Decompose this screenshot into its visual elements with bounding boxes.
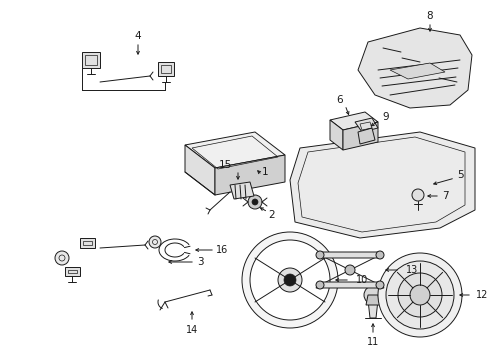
Circle shape (377, 253, 461, 337)
Circle shape (315, 251, 324, 259)
Polygon shape (315, 282, 383, 288)
Text: 16: 16 (215, 245, 228, 255)
Text: 3: 3 (196, 257, 203, 267)
Text: 10: 10 (355, 275, 367, 285)
Polygon shape (357, 28, 471, 108)
Polygon shape (158, 62, 174, 76)
Circle shape (247, 195, 262, 209)
Polygon shape (229, 182, 253, 199)
Text: 1: 1 (261, 167, 268, 177)
Circle shape (315, 281, 324, 289)
Polygon shape (289, 132, 474, 238)
Polygon shape (184, 132, 285, 168)
Circle shape (375, 251, 383, 259)
Text: 12: 12 (475, 290, 487, 300)
Circle shape (411, 189, 423, 201)
Polygon shape (80, 238, 95, 248)
Polygon shape (329, 112, 377, 130)
Circle shape (284, 274, 295, 286)
Circle shape (251, 199, 258, 205)
Circle shape (278, 268, 302, 292)
Polygon shape (184, 145, 215, 195)
Circle shape (149, 236, 161, 248)
Polygon shape (365, 295, 379, 305)
Text: 2: 2 (268, 210, 275, 220)
Text: 11: 11 (366, 337, 378, 347)
Circle shape (249, 240, 329, 320)
Text: 4: 4 (134, 31, 141, 41)
Polygon shape (329, 120, 342, 150)
Circle shape (397, 273, 441, 317)
Text: 15: 15 (218, 160, 231, 170)
Circle shape (363, 286, 381, 304)
Polygon shape (82, 52, 100, 68)
Circle shape (242, 232, 337, 328)
Polygon shape (65, 267, 80, 276)
Circle shape (375, 281, 383, 289)
Polygon shape (367, 300, 377, 318)
Text: 14: 14 (185, 325, 198, 335)
Circle shape (55, 251, 69, 265)
Text: 5: 5 (456, 170, 462, 180)
Polygon shape (215, 155, 285, 195)
Circle shape (385, 261, 453, 329)
Circle shape (345, 265, 354, 275)
Polygon shape (357, 128, 374, 144)
Polygon shape (354, 118, 377, 132)
Polygon shape (317, 252, 381, 258)
Text: 7: 7 (441, 191, 447, 201)
Polygon shape (342, 122, 377, 150)
Text: 13: 13 (405, 265, 417, 275)
Polygon shape (389, 63, 444, 79)
Text: 6: 6 (336, 95, 343, 105)
Text: 9: 9 (382, 112, 388, 122)
Circle shape (409, 285, 429, 305)
Text: 8: 8 (426, 11, 432, 21)
